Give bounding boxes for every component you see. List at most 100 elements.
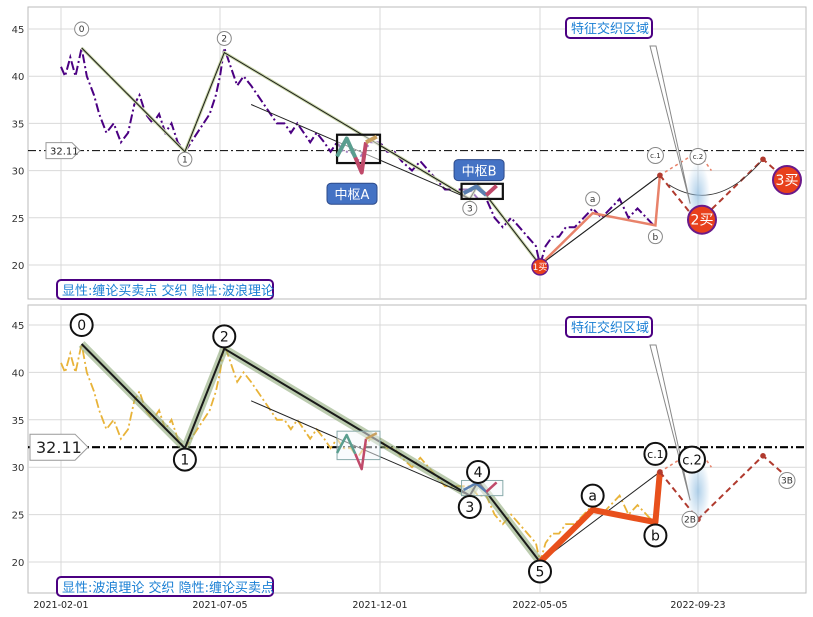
top-overlay-shapes: 中枢A 中枢B xyxy=(80,45,792,266)
reference-label: 32.11 xyxy=(36,438,82,457)
feature-callout xyxy=(649,45,691,204)
zs-zigzag-a1 xyxy=(335,433,357,455)
top-plot-area xyxy=(27,6,807,300)
x-tick-label: 2021-02-01 xyxy=(33,600,88,611)
y-tick-label: 45 xyxy=(12,25,25,36)
zs-zigzag-b1 xyxy=(462,184,488,197)
annotation-circle xyxy=(678,445,706,474)
abc-chord xyxy=(539,174,661,266)
reference-label: 32.11 xyxy=(50,147,79,158)
top-feature-title: 特征交织区域 xyxy=(571,21,649,37)
zhongshu-label-box xyxy=(326,182,378,205)
zs-zigzag-b2 xyxy=(484,184,498,197)
annotation-circle xyxy=(689,147,707,165)
annotation-circle xyxy=(585,191,601,207)
annotation-label: c.2 xyxy=(682,453,702,468)
annotation-label: c.1 xyxy=(650,152,661,160)
annotation-label: 1 xyxy=(180,453,189,469)
annotation-label: 2 xyxy=(220,329,229,345)
top-caption-text: 显性:缠论买卖点 交织 隐性:波浪理论 xyxy=(62,283,274,299)
bottom-feature-title-box: 特征交织区域 xyxy=(565,316,653,338)
projection-dot xyxy=(760,156,766,163)
annotation-circle xyxy=(646,146,664,164)
bottom-feature-title: 特征交织区域 xyxy=(571,320,649,336)
bottom-caption-box: 显性:波浪理论 交织 隐性:缠论买卖点 xyxy=(56,576,274,597)
top-caption-box: 显性:缠论买卖点 交织 隐性:波浪理论 xyxy=(56,279,274,300)
reference-label-arrow xyxy=(29,433,89,461)
rebound-line xyxy=(539,471,661,563)
annotation-circle xyxy=(462,200,478,216)
annotation-circle xyxy=(643,441,668,466)
y-tick-label: 45 xyxy=(12,321,25,332)
zhongshu-label: 中枢B xyxy=(462,165,497,180)
annotation-circle xyxy=(466,459,491,484)
annotation-label: a xyxy=(590,195,596,205)
annotation-label: 0 xyxy=(77,318,86,334)
y-tick-label: 20 xyxy=(12,261,25,272)
bottom-plot-area xyxy=(27,304,807,594)
annotation-circle xyxy=(580,483,605,508)
annotation-circle xyxy=(212,324,237,349)
bottom-reference-line: 32.11 xyxy=(28,433,806,461)
bottom-caption-text: 显性:波浪理论 交织 隐性:缠论买卖点 xyxy=(62,580,274,596)
annotation-circle xyxy=(643,523,668,548)
annotation-circle xyxy=(216,30,232,46)
annotation-circle xyxy=(528,559,552,584)
zs-zigzag-a3 xyxy=(365,431,378,440)
y-tick-label: 35 xyxy=(12,119,25,130)
abc-wave-bold xyxy=(537,471,663,565)
projection-dot xyxy=(760,453,766,459)
annotation-label: a xyxy=(588,489,597,505)
y-tick-label: 40 xyxy=(12,368,25,379)
annotation-label: 3B xyxy=(781,477,793,487)
annotation-label: 4 xyxy=(474,465,483,481)
feature-glow xyxy=(686,458,710,523)
annotation-label: b xyxy=(651,528,660,544)
zs-zigzag-a2 xyxy=(354,438,368,471)
buy3-arc xyxy=(668,159,764,196)
bottom-y-tick-labels: 20 25 30 35 40 45 xyxy=(12,321,25,569)
x-tick-label: 2022-05-05 xyxy=(512,600,567,611)
top-feature-title-box: 特征交织区域 xyxy=(565,17,653,39)
bottom-annotations: 0 1 2 3 4 5 a b c.1 c.2 2B 3B xyxy=(69,313,796,584)
annotation-circle xyxy=(778,471,796,489)
x-tick-label: 2021-07-05 xyxy=(192,600,247,611)
annotation-label: c.2 xyxy=(693,153,704,161)
zhongshu-label-box xyxy=(453,159,505,182)
annotation-circle xyxy=(531,258,549,276)
reference-label-arrow xyxy=(45,142,81,160)
zs-zigzag-a3 xyxy=(365,134,378,145)
projection-dashed xyxy=(659,454,792,521)
projection-dot xyxy=(657,469,663,475)
annotation-circle xyxy=(647,229,663,245)
projection-dot xyxy=(657,172,663,179)
annotation-label: c.1 xyxy=(647,448,664,461)
top-annotations: 0 1 2 3 1买 a c.1 b c.2 2买 3买 xyxy=(74,21,802,276)
top-reference-line: 32.11 xyxy=(28,142,806,160)
y-tick-label: 30 xyxy=(12,463,25,474)
projection-dashed xyxy=(659,157,792,224)
y-tick-label: 20 xyxy=(12,558,25,569)
y-tick-label: 25 xyxy=(12,214,25,225)
annotation-label: 2B xyxy=(684,516,696,526)
top-panel: 20 25 30 35 40 45 32.11 中枢A 中枢B 0 1 2 3 1买 a c.1 b c.2… xyxy=(12,6,807,300)
annotation-circle xyxy=(69,313,94,337)
y-tick-label: 40 xyxy=(12,72,25,83)
annotation-label: 1 xyxy=(182,156,188,166)
annotation-circle xyxy=(687,204,717,235)
annotation-circle xyxy=(74,21,90,37)
y-tick-label: 30 xyxy=(12,167,25,178)
annotation-circle xyxy=(457,495,482,520)
annotation-label: 2买 xyxy=(691,213,714,229)
abc-wave xyxy=(539,175,662,266)
y-tick-label: 25 xyxy=(12,511,25,522)
annotation-circle xyxy=(177,151,193,167)
zs-zigzag-b2 xyxy=(485,481,498,493)
annotation-label: 3买 xyxy=(776,173,799,189)
annotation-circle xyxy=(681,510,699,528)
zhongshu-label: 中枢A xyxy=(335,188,370,203)
annotation-label: 5 xyxy=(536,565,545,581)
annotation-circle xyxy=(172,447,197,472)
